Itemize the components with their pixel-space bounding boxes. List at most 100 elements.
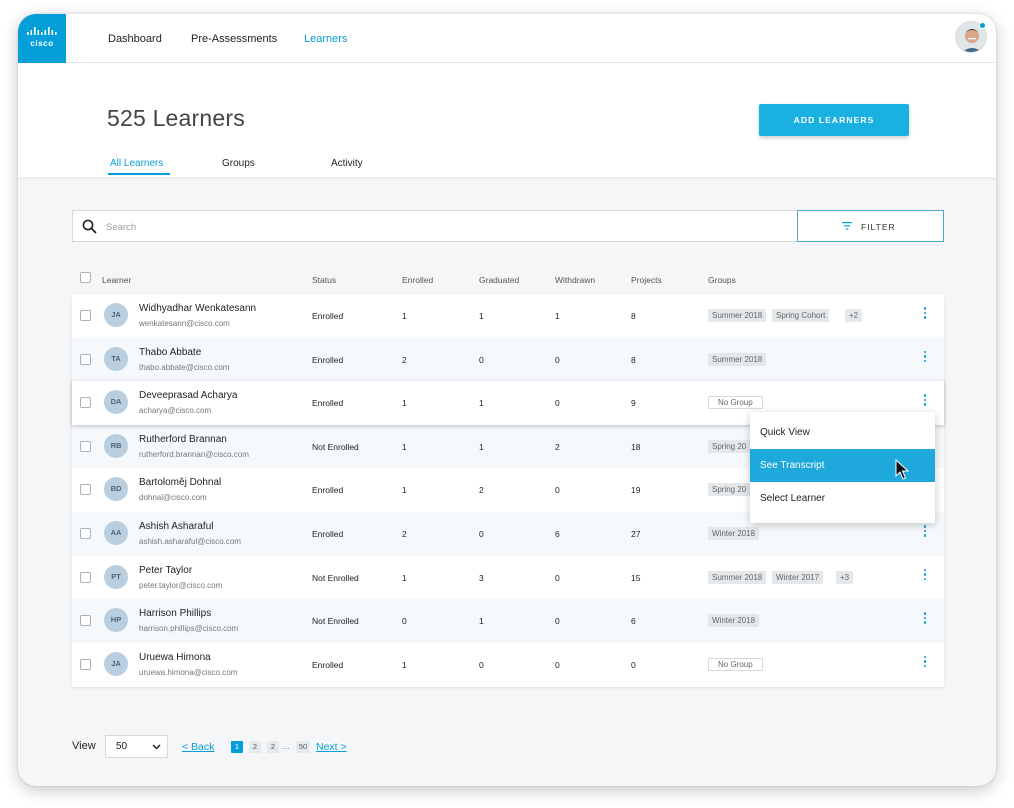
row-actions-button[interactable]	[920, 655, 930, 672]
projects-cell: 8	[631, 354, 636, 365]
tab-activity[interactable]: Activity	[331, 158, 363, 169]
learner-avatar: HP	[104, 608, 128, 633]
table-row[interactable]: HP Harrison Phillips harrison.phillips@cis…	[72, 599, 944, 643]
group-tag[interactable]: Summer 2018	[708, 352, 767, 366]
graduated-cell: 1	[479, 398, 484, 409]
withdrawn-cell: 0	[555, 398, 560, 409]
withdrawn-cell: 1	[555, 311, 560, 321]
learner-name[interactable]: Uruewa Himona	[139, 651, 211, 663]
row-checkbox[interactable]	[80, 658, 91, 670]
pagination-next[interactable]: Next >	[316, 741, 347, 753]
per-page-value: 50	[116, 741, 128, 752]
learner-name[interactable]: Peter Taylor	[139, 564, 193, 576]
col-groups[interactable]: Groups	[708, 275, 736, 285]
group-tag[interactable]: Summer 2018	[708, 570, 767, 584]
row-actions-button[interactable]	[920, 525, 930, 541]
table-row[interactable]: JA Uruewa Himona uruewa.himona@cisco.com En…	[72, 643, 944, 687]
learner-email: wenkatesann@cisco.com	[139, 319, 230, 328]
top-nav: cisco Dashboard Pre-Assessments Learners	[18, 14, 996, 63]
group-tag[interactable]: No Group	[708, 657, 763, 671]
cisco-logo[interactable]: cisco	[18, 14, 66, 63]
filter-button[interactable]: FILTER	[797, 210, 944, 242]
learner-name[interactable]: Bartoloměj Dohnal	[139, 477, 222, 489]
row-actions-button[interactable]	[920, 568, 930, 585]
pagination-back[interactable]: < Back	[182, 741, 215, 753]
add-learners-button[interactable]: ADD LEARNERS	[759, 104, 909, 136]
view-label: View	[72, 740, 96, 752]
row-checkbox[interactable]	[80, 528, 91, 539]
tab-groups[interactable]: Groups	[222, 158, 255, 169]
learner-email: ashish.asharaful@cisco.com	[139, 537, 241, 546]
row-checkbox[interactable]	[80, 571, 91, 583]
row-actions-button[interactable]	[920, 307, 930, 323]
group-tag[interactable]: No Group	[708, 396, 763, 410]
row-checkbox[interactable]	[80, 397, 91, 409]
projects-cell: 0	[631, 659, 636, 670]
learner-name[interactable]: Deveeprasad Acharya	[139, 390, 238, 402]
search-input[interactable]: Search	[106, 222, 137, 233]
table-row[interactable]: TA Thabo Abbate thabo.abbate@cisco.com Enro…	[72, 337, 944, 382]
group-tag[interactable]: Spring Cohort	[772, 309, 830, 322]
group-tag[interactable]: Winter 2018	[708, 614, 760, 628]
graduated-cell: 1	[479, 616, 484, 627]
tab-all-learners[interactable]: All Learners	[110, 158, 164, 169]
group-tag[interactable]: Spring 20	[708, 483, 751, 497]
page-last[interactable]: 50	[296, 741, 310, 753]
status-cell: Not Enrolled	[312, 441, 359, 452]
menu-quick-view[interactable]: Quick View	[760, 427, 810, 438]
col-status[interactable]: Status	[312, 275, 337, 285]
learner-avatar: AA	[104, 521, 128, 545]
select-all-checkbox[interactable]	[80, 272, 91, 283]
learner-name[interactable]: Ashish Asharaful	[139, 521, 214, 532]
search-icon	[82, 219, 97, 234]
table-row[interactable]: BD Bartoloměj Dohnal dohnal@cisco.com Enrol…	[72, 468, 944, 512]
group-tag[interactable]: Winter 2017	[772, 570, 824, 584]
table-row[interactable]: JA Widhyadhar Wenkatesann wenkatesann@cisc…	[72, 294, 944, 338]
col-graduated[interactable]: Graduated	[479, 275, 520, 285]
learner-name[interactable]: Rutherford Brannan	[139, 433, 227, 445]
nav-dashboard[interactable]: Dashboard	[108, 33, 162, 45]
status-cell: Enrolled	[312, 485, 344, 496]
graduated-cell: 0	[479, 529, 484, 539]
learner-name[interactable]: Widhyadhar Wenkatesann	[139, 303, 257, 314]
page-ellipsis: ...	[282, 741, 290, 751]
learner-avatar: PT	[104, 564, 128, 589]
row-actions-button[interactable]	[920, 394, 930, 410]
row-checkbox[interactable]	[80, 310, 91, 321]
col-learner[interactable]: Learner	[102, 275, 132, 285]
page-1[interactable]: 1	[231, 741, 243, 753]
row-checkbox[interactable]	[80, 484, 91, 496]
col-enrolled[interactable]: Enrolled	[402, 275, 434, 285]
nav-pre-assessments[interactable]: Pre-Assessments	[191, 33, 278, 45]
projects-cell: 18	[631, 441, 641, 452]
group-tag[interactable]: +3	[836, 570, 854, 584]
nav-learners[interactable]: Learners	[304, 33, 348, 45]
active-tab-indicator	[108, 173, 170, 175]
col-projects[interactable]: Projects	[631, 275, 662, 285]
group-tag[interactable]: Winter 2018	[708, 527, 760, 540]
graduated-cell: 0	[479, 354, 484, 365]
page-2[interactable]: 2	[249, 741, 261, 753]
learner-name[interactable]: Thabo Abbate	[139, 346, 202, 358]
table-row[interactable]: PT Peter Taylor peter.taylor@cisco.com Not …	[72, 556, 944, 600]
withdrawn-cell: 0	[555, 354, 560, 365]
row-checkbox[interactable]	[80, 615, 91, 627]
row-checkbox[interactable]	[80, 353, 91, 365]
row-actions-button[interactable]	[920, 612, 930, 628]
logo-text: cisco	[30, 39, 54, 48]
row-checkbox[interactable]	[80, 440, 91, 452]
search-bar[interactable]: Search	[72, 210, 798, 242]
cisco-bars-icon	[27, 27, 57, 35]
page-title: 525 Learners	[107, 105, 245, 131]
projects-cell: 9	[631, 398, 636, 409]
row-actions-button[interactable]	[920, 350, 930, 367]
learner-email: uruewa.himona@cisco.com	[139, 667, 238, 677]
menu-select-learner[interactable]: Select Learner	[760, 493, 826, 504]
group-tag[interactable]: Spring 20	[708, 439, 751, 453]
col-withdrawn[interactable]: Withdrawn	[555, 275, 596, 285]
page-3[interactable]: 2	[267, 741, 279, 753]
per-page-select[interactable]: 50	[105, 735, 168, 758]
learner-name[interactable]: Harrison Phillips	[139, 608, 212, 620]
group-tag[interactable]: Summer 2018	[708, 309, 767, 322]
group-tag[interactable]: +2	[845, 309, 863, 322]
